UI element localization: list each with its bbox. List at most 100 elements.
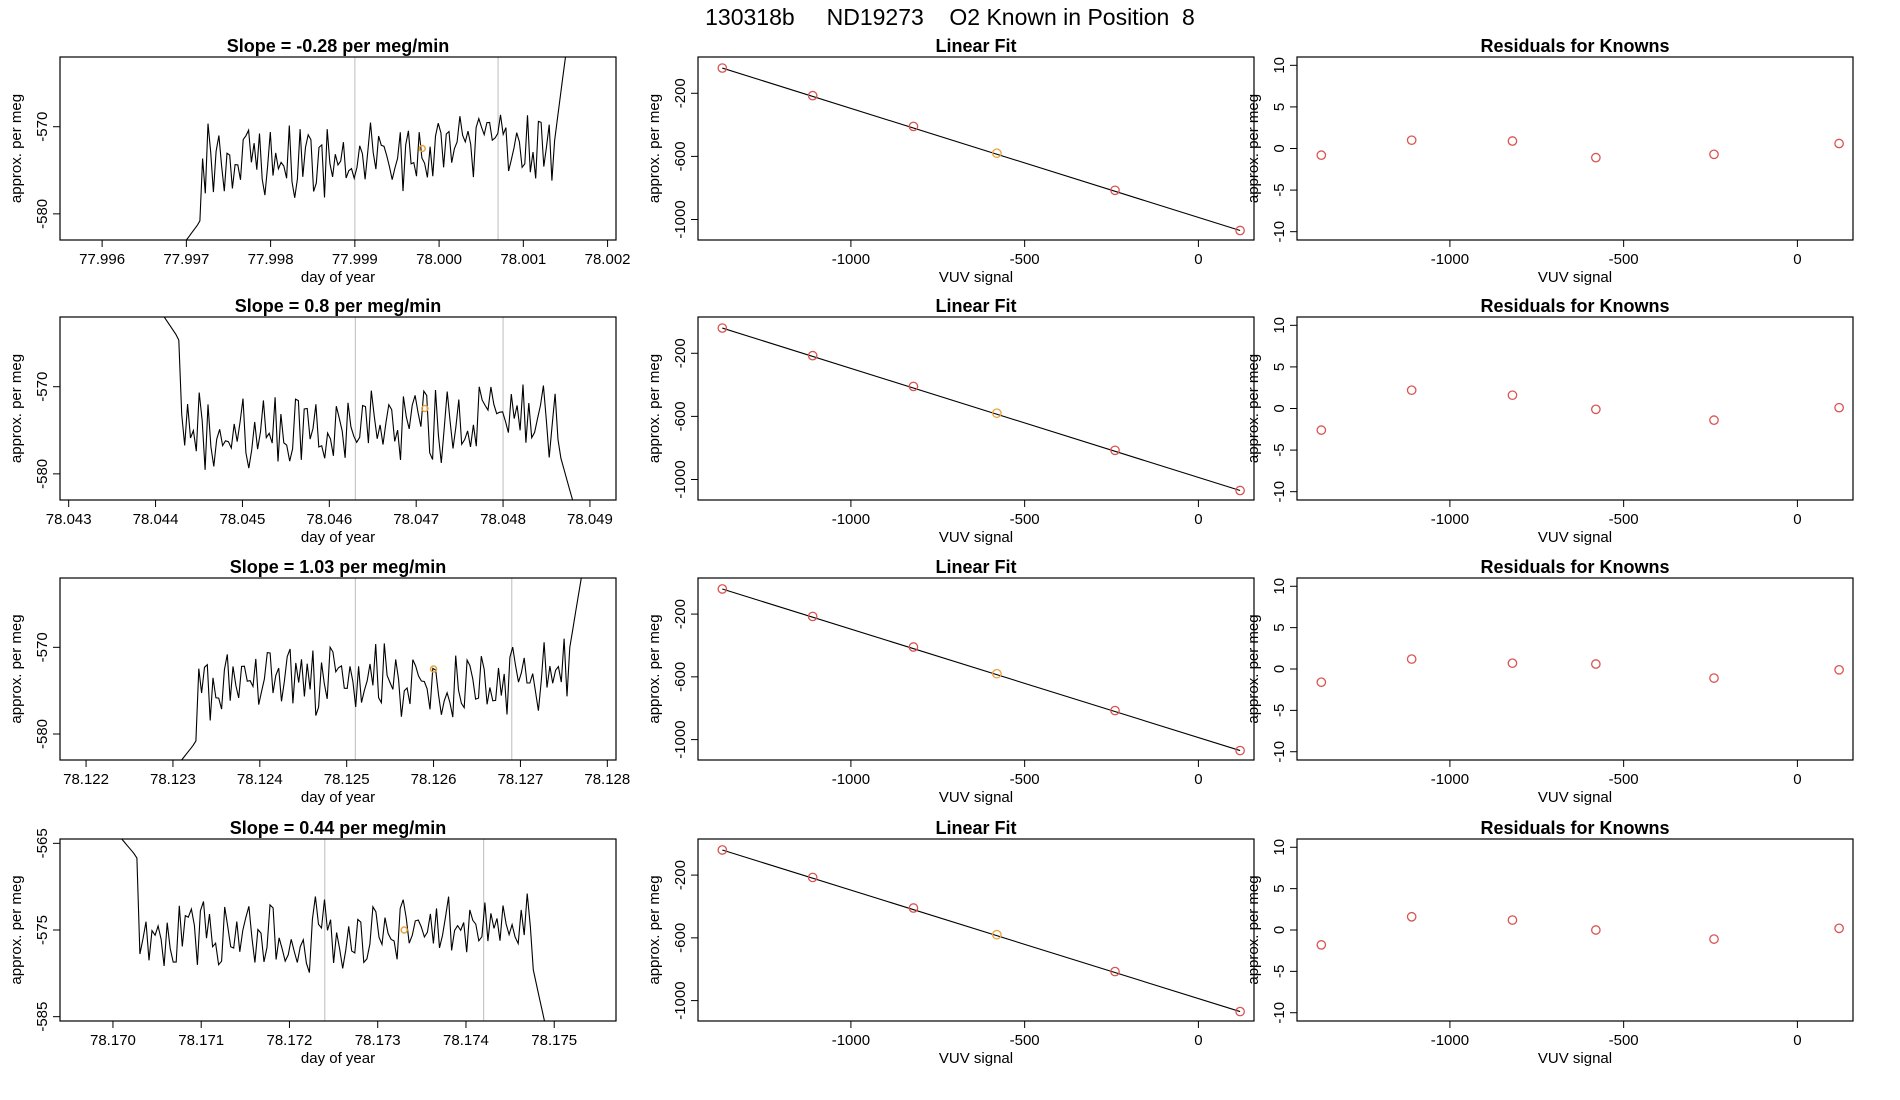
data-point [807, 872, 818, 883]
y-tick-label: -600 [672, 662, 689, 692]
data-point [991, 148, 1002, 159]
y-tick-label: -5 [1271, 965, 1288, 978]
y-tick-label: -585 [34, 1002, 51, 1032]
data-point [1235, 225, 1245, 236]
data-point [1406, 385, 1417, 396]
plot-frame [697, 577, 1255, 761]
x-axis-label: VUV signal [939, 1050, 1013, 1067]
data-trace [185, 57, 567, 240]
data-point [1235, 485, 1245, 496]
data-point [1507, 390, 1518, 401]
x-tick-label: 78.045 [219, 511, 265, 528]
x-tick-label: 0 [1194, 771, 1202, 788]
y-axis-label: approx. per meg [646, 354, 663, 463]
plot-frame [697, 56, 1255, 241]
y-axis-label: approx. per meg [8, 614, 25, 723]
y-tick-label: 10 [1271, 839, 1288, 856]
y-tick-label: -200 [672, 599, 689, 629]
data-point [717, 63, 728, 73]
data-point [1507, 915, 1518, 925]
y-tick-label: -600 [672, 401, 689, 431]
y-tick-label: 10 [1271, 57, 1288, 74]
y-tick-label: -10 [1271, 481, 1288, 503]
x-axis-label: day of year [301, 269, 375, 286]
x-tick-label: 78.173 [355, 1032, 401, 1049]
x-tick-label: 78.171 [178, 1032, 224, 1049]
highlight-point [400, 926, 408, 934]
panel-title: Linear Fit [935, 557, 1016, 577]
data-point [908, 381, 919, 392]
data-point [908, 642, 919, 652]
x-tick-label: 77.999 [332, 251, 378, 268]
x-tick-label: -500 [1010, 1032, 1040, 1049]
x-axis-label: VUV signal [1538, 1050, 1612, 1067]
data-point [807, 611, 818, 622]
x-tick-label: -1000 [1431, 771, 1469, 788]
y-tick-label: -10 [1271, 221, 1288, 243]
data-point [1406, 135, 1417, 146]
data-point [1406, 654, 1417, 664]
data-point [1110, 445, 1120, 456]
x-tick-label: -500 [1609, 771, 1639, 788]
plot-frame [1296, 56, 1854, 241]
x-tick-label: -1000 [1431, 511, 1469, 528]
y-tick-label: -200 [672, 860, 689, 890]
x-tick-label: 78.172 [267, 1032, 313, 1049]
x-tick-label: 0 [1793, 1032, 1801, 1049]
x-tick-label: 78.124 [237, 771, 283, 788]
plot-frame [1296, 577, 1854, 761]
data-point [1235, 1006, 1245, 1017]
page-title: 130318b ND19273 O2 Known in Position 8 [705, 4, 1195, 30]
data-point [991, 408, 1002, 419]
plot-frame [59, 577, 617, 761]
fit-line [722, 327, 1241, 492]
plot-frame [1296, 838, 1854, 1022]
y-tick-label: -5 [1271, 443, 1288, 456]
data-point [1316, 425, 1327, 435]
x-tick-label: -500 [1010, 771, 1040, 788]
plot-frame [697, 838, 1255, 1022]
y-tick-label: -1000 [672, 460, 689, 498]
x-tick-label: -1000 [832, 771, 870, 788]
y-tick-label: -570 [34, 632, 51, 662]
highlight-point [429, 665, 438, 673]
y-tick-label: -1000 [672, 981, 689, 1019]
data-trace [181, 578, 582, 760]
y-tick-label: -200 [672, 338, 689, 368]
data-point [1834, 923, 1844, 934]
fit-line [722, 849, 1241, 1013]
data-point [717, 323, 728, 333]
data-point [908, 121, 919, 132]
x-tick-label: 0 [1793, 511, 1801, 528]
y-tick-label: -1000 [672, 200, 689, 238]
y-axis-label: approx. per meg [1245, 614, 1262, 723]
x-tick-label: 78.127 [497, 771, 543, 788]
x-tick-label: 78.170 [90, 1032, 136, 1049]
panel-title: Linear Fit [935, 36, 1016, 56]
y-axis-label: approx. per meg [646, 875, 663, 984]
x-tick-label: -1000 [832, 1032, 870, 1049]
y-tick-label: 0 [1271, 926, 1288, 934]
data-point [1591, 659, 1601, 669]
y-axis-label: approx. per meg [8, 354, 25, 463]
data-point [717, 584, 728, 594]
x-tick-label: 77.998 [248, 251, 294, 268]
x-tick-label: -1000 [832, 251, 870, 268]
y-tick-label: -1000 [672, 720, 689, 758]
data-point [1591, 404, 1601, 415]
y-axis-label: approx. per meg [8, 875, 25, 984]
x-tick-label: -500 [1010, 251, 1040, 268]
y-axis-label: approx. per meg [1245, 875, 1262, 984]
data-point [1591, 925, 1601, 935]
plot-frame [1296, 316, 1854, 501]
data-point [807, 350, 818, 361]
y-tick-label: -200 [672, 78, 689, 108]
x-tick-label: 0 [1194, 251, 1202, 268]
x-tick-label: 78.047 [393, 511, 439, 528]
data-point [1110, 705, 1120, 716]
data-point [717, 845, 728, 855]
x-tick-label: -500 [1609, 511, 1639, 528]
x-tick-label: 78.122 [63, 771, 109, 788]
y-tick-label: -575 [34, 915, 51, 945]
panel-title: Residuals for Knowns [1480, 36, 1669, 56]
